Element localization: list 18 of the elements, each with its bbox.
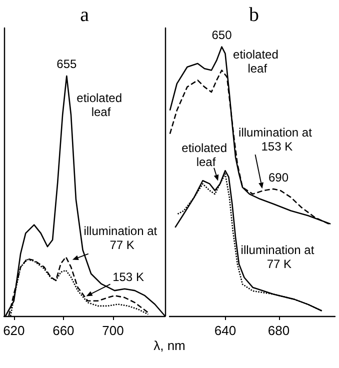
x-tick-label: 700 (102, 323, 124, 338)
annotation: etiolated leaf (233, 48, 282, 76)
annotation: illumination at 77 K (240, 243, 315, 272)
annotation: etiolated leaf (182, 140, 230, 169)
x-tick-label: 640 (214, 323, 236, 338)
x-axis-title: λ, nm (152, 338, 186, 353)
annotation: 655 (56, 57, 77, 71)
annotation: 690 (268, 170, 289, 185)
x-tick-label: 680 (268, 323, 290, 338)
annotation: etiolated leaf (76, 90, 126, 119)
annotation: 650 (212, 28, 232, 42)
chart-title: b (249, 4, 259, 26)
x-tick-label: 620 (3, 323, 25, 338)
chart-title: a (80, 4, 90, 26)
x-tick-label: 660 (52, 323, 74, 338)
annotation: illumination at 77 K (84, 224, 158, 252)
annotation: illumination at 153 K (238, 126, 313, 154)
annotation: 153 K (112, 270, 144, 284)
